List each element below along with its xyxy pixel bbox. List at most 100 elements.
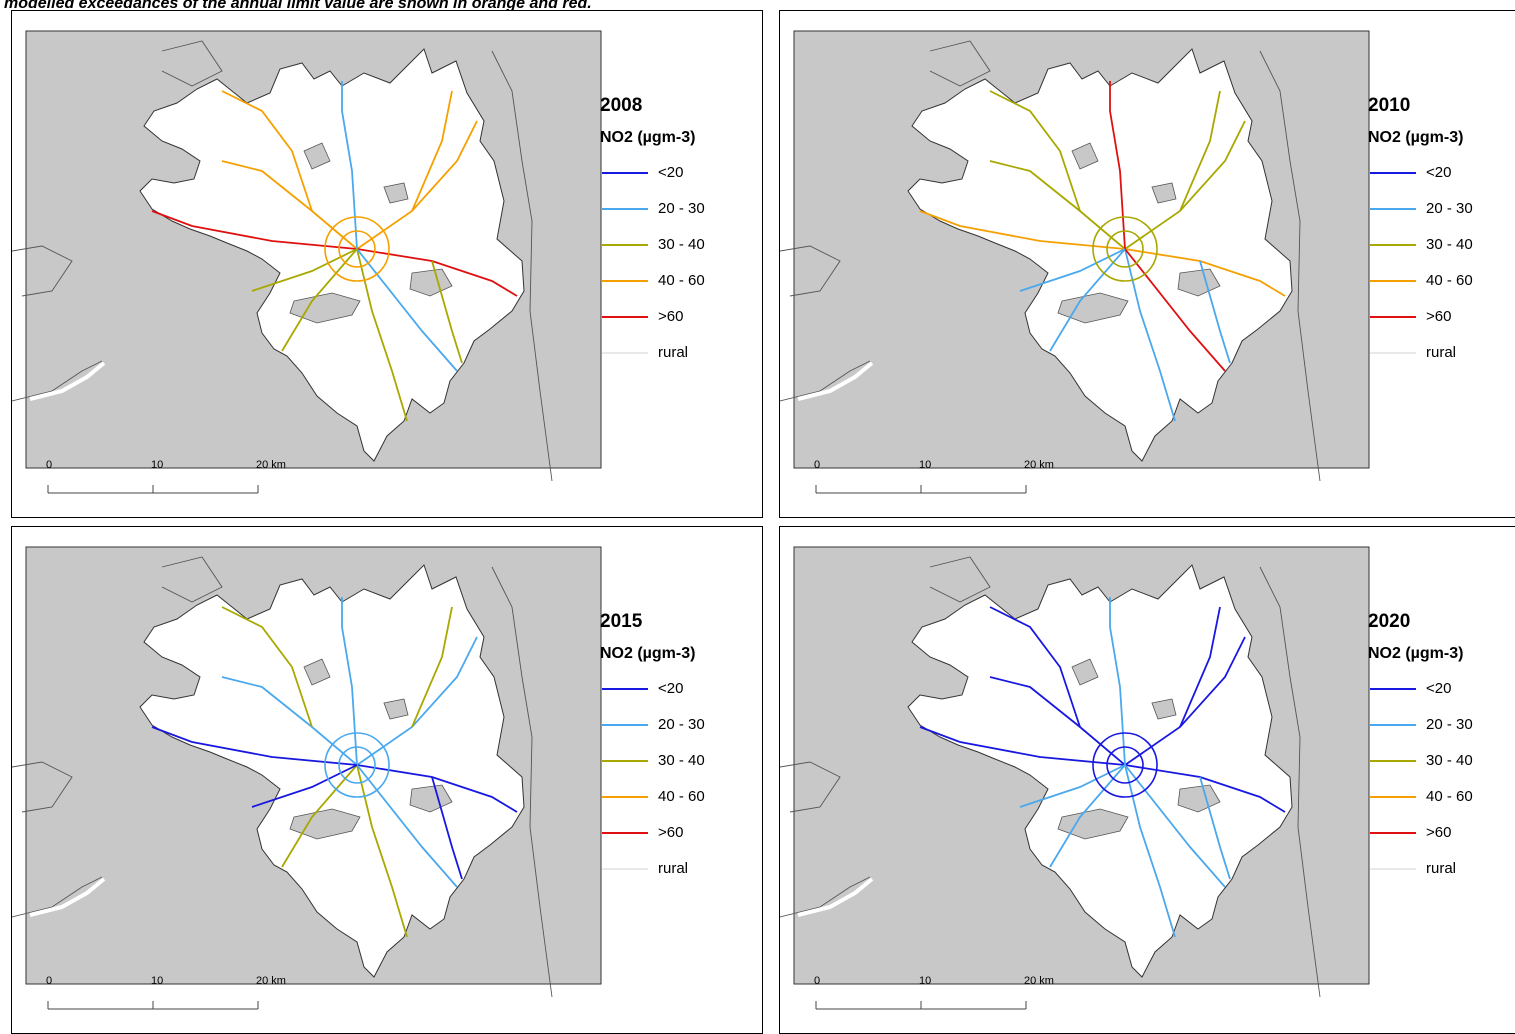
legend-item: >60 bbox=[600, 307, 760, 327]
road-segment bbox=[1124, 120, 1246, 250]
legend-label: <20 bbox=[1426, 164, 1452, 181]
scale-label: 20 km bbox=[1024, 459, 1054, 471]
legend-label: 20 - 30 bbox=[658, 716, 705, 733]
ring-road bbox=[324, 732, 390, 798]
legend-item: 40 - 60 bbox=[600, 271, 760, 291]
river bbox=[29, 877, 106, 917]
green-space bbox=[1151, 182, 1177, 204]
road-segment bbox=[281, 764, 358, 868]
legend-item: 20 - 30 bbox=[600, 715, 760, 735]
legend-item: rural bbox=[1368, 343, 1515, 363]
region-boundary bbox=[12, 245, 73, 297]
urban-area bbox=[907, 564, 1293, 978]
legend-label: rural bbox=[658, 344, 689, 361]
legend-label: 30 - 40 bbox=[658, 236, 705, 253]
legend-label: 20 - 30 bbox=[658, 200, 705, 217]
road-segment bbox=[1179, 90, 1221, 212]
urban-area bbox=[139, 564, 525, 978]
legend-item: <20 bbox=[1368, 163, 1515, 183]
legend-label: 20 - 30 bbox=[1426, 200, 1473, 217]
legend-swatch bbox=[602, 724, 648, 726]
legend-label: <20 bbox=[658, 164, 684, 181]
legend-swatch bbox=[1370, 760, 1416, 762]
road-segment bbox=[1019, 248, 1126, 292]
road-segment bbox=[251, 764, 358, 808]
legend-label: 40 - 60 bbox=[658, 272, 705, 289]
region-boundary bbox=[491, 50, 553, 482]
road-segment bbox=[251, 248, 358, 292]
legend-swatch bbox=[602, 796, 648, 798]
scale-bar-line bbox=[47, 1001, 259, 1010]
road-segment bbox=[1124, 248, 1286, 297]
scale-bar: 0 10 20 km bbox=[804, 459, 1054, 499]
road-segment bbox=[221, 160, 358, 250]
legend-swatch bbox=[1370, 280, 1416, 282]
scale-bar: 0 10 20 km bbox=[804, 975, 1054, 1015]
road-segment bbox=[989, 676, 1126, 766]
legend-label: 40 - 60 bbox=[1426, 788, 1473, 805]
scale-label: 10 bbox=[151, 459, 164, 471]
road-segment bbox=[341, 81, 358, 250]
legend-title: NO2 (µgm-3) bbox=[1368, 129, 1464, 146]
road-segment bbox=[1179, 606, 1221, 728]
legend-item: rural bbox=[1368, 859, 1515, 879]
road-segment bbox=[356, 636, 478, 766]
road-segment bbox=[1109, 597, 1126, 766]
scale-label: 20 km bbox=[256, 975, 286, 987]
map-2015 bbox=[12, 546, 602, 998]
legend-swatch bbox=[602, 760, 648, 762]
road-segment bbox=[341, 597, 358, 766]
legend-item: 20 - 30 bbox=[1368, 715, 1515, 735]
scale-label: 10 bbox=[151, 975, 164, 987]
legend-year: 2008 bbox=[600, 95, 643, 116]
legend-item: <20 bbox=[600, 163, 760, 183]
road-segment bbox=[1109, 81, 1126, 250]
green-space bbox=[1057, 808, 1129, 840]
legend-item: <20 bbox=[1368, 679, 1515, 699]
legend-swatch bbox=[602, 244, 648, 246]
legend-item: 30 - 40 bbox=[1368, 751, 1515, 771]
legend-label: rural bbox=[1426, 344, 1457, 361]
legend-title: NO2 (µgm-3) bbox=[600, 645, 696, 662]
road-segment bbox=[1124, 636, 1246, 766]
legend-item: 30 - 40 bbox=[1368, 235, 1515, 255]
region-boundary bbox=[780, 761, 841, 813]
road-segment bbox=[356, 248, 458, 372]
legend-item: 20 - 30 bbox=[600, 199, 760, 219]
road-segment bbox=[1049, 764, 1126, 868]
map-panel-2015: 2015 NO2 (µgm-3) <20 20 - 30 30 - 40 40 - 60 >… bbox=[11, 526, 763, 1034]
green-space bbox=[289, 292, 361, 324]
region-boundary bbox=[1259, 566, 1321, 998]
region-boundary bbox=[491, 566, 553, 998]
road-segment bbox=[221, 90, 313, 212]
legend-title: NO2 (µgm-3) bbox=[1368, 645, 1464, 662]
green-space bbox=[303, 142, 331, 170]
ring-road bbox=[338, 746, 376, 784]
road-segment bbox=[1199, 260, 1231, 364]
green-space bbox=[303, 658, 331, 686]
road-segment bbox=[989, 90, 1081, 212]
legend-item: <20 bbox=[600, 679, 760, 699]
legend-swatch bbox=[1370, 244, 1416, 246]
road-segment bbox=[919, 726, 1126, 766]
green-space bbox=[1071, 658, 1099, 686]
scale-label: 0 bbox=[46, 975, 53, 987]
legend-year: 2020 bbox=[1368, 611, 1411, 632]
legend-item: >60 bbox=[1368, 307, 1515, 327]
legend-label: <20 bbox=[1426, 680, 1452, 697]
region-boundary bbox=[780, 876, 871, 918]
region-boundary bbox=[161, 556, 223, 603]
legend-label: 40 - 60 bbox=[658, 788, 705, 805]
ring-road bbox=[324, 216, 390, 282]
region-boundary bbox=[929, 556, 991, 603]
road-segment bbox=[281, 248, 358, 352]
road-segment bbox=[1124, 764, 1286, 813]
region-boundary bbox=[1259, 50, 1321, 482]
ring-road bbox=[1106, 230, 1144, 268]
legend-swatch bbox=[1370, 832, 1416, 834]
river bbox=[797, 361, 874, 401]
legend-label: 20 - 30 bbox=[1426, 716, 1473, 733]
legend-swatch bbox=[602, 172, 648, 174]
scale-bar-line bbox=[815, 485, 1027, 494]
legend-item: >60 bbox=[1368, 823, 1515, 843]
